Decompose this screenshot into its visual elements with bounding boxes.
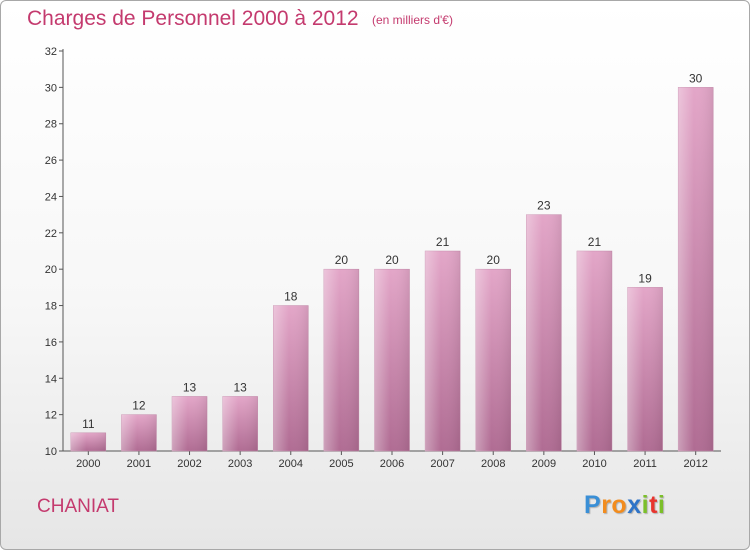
data-label: 23 bbox=[537, 199, 551, 213]
bar-group bbox=[475, 268, 511, 452]
bar-group bbox=[627, 287, 663, 452]
logo-letter: t bbox=[649, 491, 658, 519]
data-label: 13 bbox=[233, 380, 247, 394]
logo-letter: i bbox=[657, 491, 666, 519]
y-tick-label: 26 bbox=[45, 155, 57, 167]
bar-highlight bbox=[323, 269, 359, 451]
chart-subtitle: (en milliers d'€) bbox=[372, 13, 453, 27]
proxiti-logo[interactable]: Proxiti bbox=[584, 491, 665, 520]
bar-highlight bbox=[374, 269, 410, 451]
bar-group bbox=[526, 214, 562, 452]
bar-highlight bbox=[526, 214, 562, 451]
y-tick-label: 20 bbox=[45, 264, 57, 276]
y-tick-label: 30 bbox=[45, 82, 57, 94]
bar-group bbox=[222, 396, 258, 452]
bar-group bbox=[273, 305, 309, 452]
y-tick-label: 18 bbox=[45, 301, 57, 313]
data-label: 21 bbox=[588, 235, 602, 249]
x-tick-label: 2001 bbox=[127, 458, 151, 470]
bar-group bbox=[70, 432, 107, 452]
bar-highlight bbox=[172, 396, 208, 451]
data-label: 20 bbox=[487, 253, 501, 267]
y-tick-label: 12 bbox=[45, 410, 57, 422]
logo-letter: i bbox=[641, 491, 650, 519]
data-label: 30 bbox=[689, 71, 703, 85]
data-label: 12 bbox=[132, 399, 146, 413]
x-tick-label: 2009 bbox=[532, 458, 556, 470]
logo-letter: o bbox=[611, 491, 628, 519]
data-label: 19 bbox=[638, 271, 652, 285]
y-tick-label: 10 bbox=[45, 446, 57, 458]
bars bbox=[70, 87, 714, 452]
bar-highlight bbox=[222, 396, 258, 451]
x-tick-label: 2002 bbox=[177, 458, 201, 470]
bar-group bbox=[424, 250, 461, 452]
x-tick-label: 2008 bbox=[481, 458, 505, 470]
logo-letter: r bbox=[601, 491, 612, 519]
bar-highlight bbox=[121, 414, 157, 451]
x-tick-label: 2012 bbox=[683, 458, 707, 470]
bar-highlight bbox=[70, 432, 106, 451]
data-label: 20 bbox=[385, 253, 399, 267]
logo-letter: P bbox=[584, 491, 602, 519]
chart-title: Charges de Personnel 2000 à 2012 bbox=[27, 7, 359, 30]
bar-group bbox=[576, 250, 613, 452]
bar-group bbox=[171, 396, 208, 452]
bar-highlight bbox=[273, 305, 309, 451]
x-tick-label: 2011 bbox=[633, 458, 657, 470]
bar-highlight bbox=[425, 251, 461, 451]
y-tick-label: 14 bbox=[45, 373, 57, 385]
y-tick-label: 28 bbox=[45, 119, 57, 131]
y-tick-label: 24 bbox=[45, 191, 57, 203]
labels: 11 12 13 13 18 20 20 21 20 23 21 19 30 bbox=[82, 71, 703, 430]
bar-highlight bbox=[627, 287, 663, 451]
bar-group bbox=[677, 87, 714, 452]
x-tick-label: 2010 bbox=[582, 458, 606, 470]
bar-highlight bbox=[576, 251, 612, 451]
bar-highlight bbox=[475, 269, 511, 451]
bar-group bbox=[121, 414, 157, 452]
x-tick-label: 2007 bbox=[430, 458, 454, 470]
data-label: 20 bbox=[335, 253, 349, 267]
x-tick-label: 2005 bbox=[329, 458, 353, 470]
x-tick-label: 2000 bbox=[76, 458, 100, 470]
x-tick-label: 2003 bbox=[228, 458, 252, 470]
x-tick-label: 2006 bbox=[380, 458, 404, 470]
x-tick-label: 2004 bbox=[279, 458, 303, 470]
data-label: 21 bbox=[436, 235, 450, 249]
data-label: 13 bbox=[183, 380, 197, 394]
y-tick-label: 22 bbox=[45, 228, 57, 240]
y-tick-label: 32 bbox=[45, 46, 57, 58]
data-label: 11 bbox=[82, 417, 95, 431]
y-tick-label: 16 bbox=[45, 337, 57, 349]
data-label: 18 bbox=[284, 290, 298, 304]
bar-highlight bbox=[678, 87, 714, 451]
bar-group bbox=[323, 268, 360, 452]
town-name: CHANIAT bbox=[37, 496, 119, 517]
bar-group bbox=[374, 268, 410, 452]
logo-letter: x bbox=[627, 491, 642, 519]
